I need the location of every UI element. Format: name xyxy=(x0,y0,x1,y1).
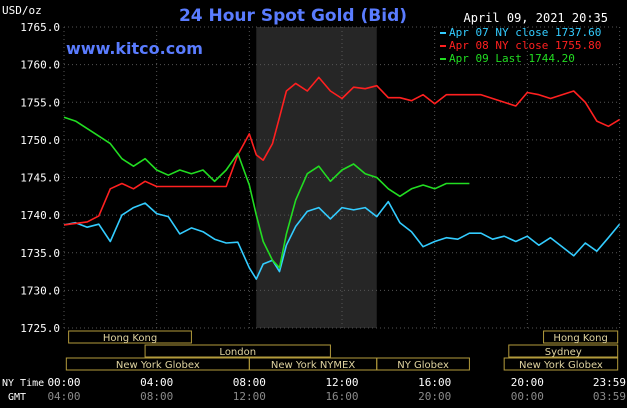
y-tick-label: 1760.0 xyxy=(20,59,60,72)
series-line xyxy=(63,200,621,280)
x-tick-label-ny: 23:59 xyxy=(593,376,626,389)
chart-title: 24 Hour Spot Gold (Bid) xyxy=(179,6,407,26)
session-label: London xyxy=(219,347,256,358)
x-tick-label-gmt: 04:00 xyxy=(47,390,80,403)
y-tick-label: 1745.0 xyxy=(20,172,60,185)
session-bar xyxy=(376,357,470,371)
x-tick-label-ny: 08:00 xyxy=(233,376,266,389)
legend-swatch xyxy=(440,45,446,47)
legend-swatch xyxy=(440,32,446,34)
ny-time-row-label: NY Time xyxy=(2,378,44,389)
y-axis-tick-labels: 1765.0 1760.0 1755.0 1750.0 1745.0 1740.0 1735… xyxy=(20,21,60,335)
x-tick-label-ny: 04:00 xyxy=(140,376,173,389)
session-bar xyxy=(144,344,331,358)
series-line xyxy=(63,116,470,269)
y-tick-label: 1735.0 xyxy=(20,247,60,260)
x-tick-label-ny: 12:00 xyxy=(325,376,358,389)
session-label: Hong Kong xyxy=(103,333,157,344)
x-tick-label-gmt: 08:00 xyxy=(140,390,173,403)
session-label: NY Globex xyxy=(397,360,449,371)
y-tick-label: 1755.0 xyxy=(20,96,60,109)
session-bar xyxy=(543,330,619,344)
market-sessions: Hong Kong Hong Kong London Sydney New York G… xyxy=(65,330,619,371)
x-axis-tick-labels: NY TimeGMT00:0004:0004:0008:0008:0012:00… xyxy=(2,376,626,403)
session-label: New York NYMEX xyxy=(271,360,356,371)
session-label: Sydney xyxy=(545,347,582,358)
session-label: Hong Kong xyxy=(553,333,607,344)
session-label: New York Globex xyxy=(519,360,603,371)
x-tick-label-gmt: 00:00 xyxy=(511,390,544,403)
legend-entry: Apr 08 NY close 1755.80 xyxy=(449,39,601,52)
session-bar xyxy=(68,330,192,344)
gmt-row-label: GMT xyxy=(8,392,26,403)
price-series xyxy=(63,76,621,280)
y-tick-label: 1730.0 xyxy=(20,284,60,297)
chart-datetime: April 09, 2021 20:35 xyxy=(464,11,609,25)
legend-entry: Apr 09 Last 1744.20 xyxy=(449,52,575,65)
session-bar xyxy=(503,357,619,371)
x-tick-label-gmt: 20:00 xyxy=(418,390,451,403)
legend-entry: Apr 07 NY close 1737.60 xyxy=(449,26,601,39)
session-label: New York Globex xyxy=(116,360,200,371)
series-line xyxy=(63,76,620,226)
y-tick-label: 1750.0 xyxy=(20,134,60,147)
legend-swatch xyxy=(440,58,446,60)
x-tick-label-gmt: 12:00 xyxy=(233,390,266,403)
x-tick-label-gmt: 03:59 xyxy=(593,390,626,403)
x-tick-label-ny: 20:00 xyxy=(511,376,544,389)
x-tick-label-ny: 16:00 xyxy=(418,376,451,389)
y-tick-label: 1765.0 xyxy=(20,21,60,34)
site-watermark: www.kitco.com xyxy=(66,39,203,58)
session-bar xyxy=(508,344,619,358)
grid-lines xyxy=(63,26,621,329)
x-tick-label-ny: 00:00 xyxy=(47,376,80,389)
y-axis-label: USD/oz xyxy=(2,4,42,17)
y-tick-label: 1740.0 xyxy=(20,209,60,222)
y-tick-label: 1725.0 xyxy=(20,322,60,335)
x-tick-label-gmt: 16:00 xyxy=(325,390,358,403)
